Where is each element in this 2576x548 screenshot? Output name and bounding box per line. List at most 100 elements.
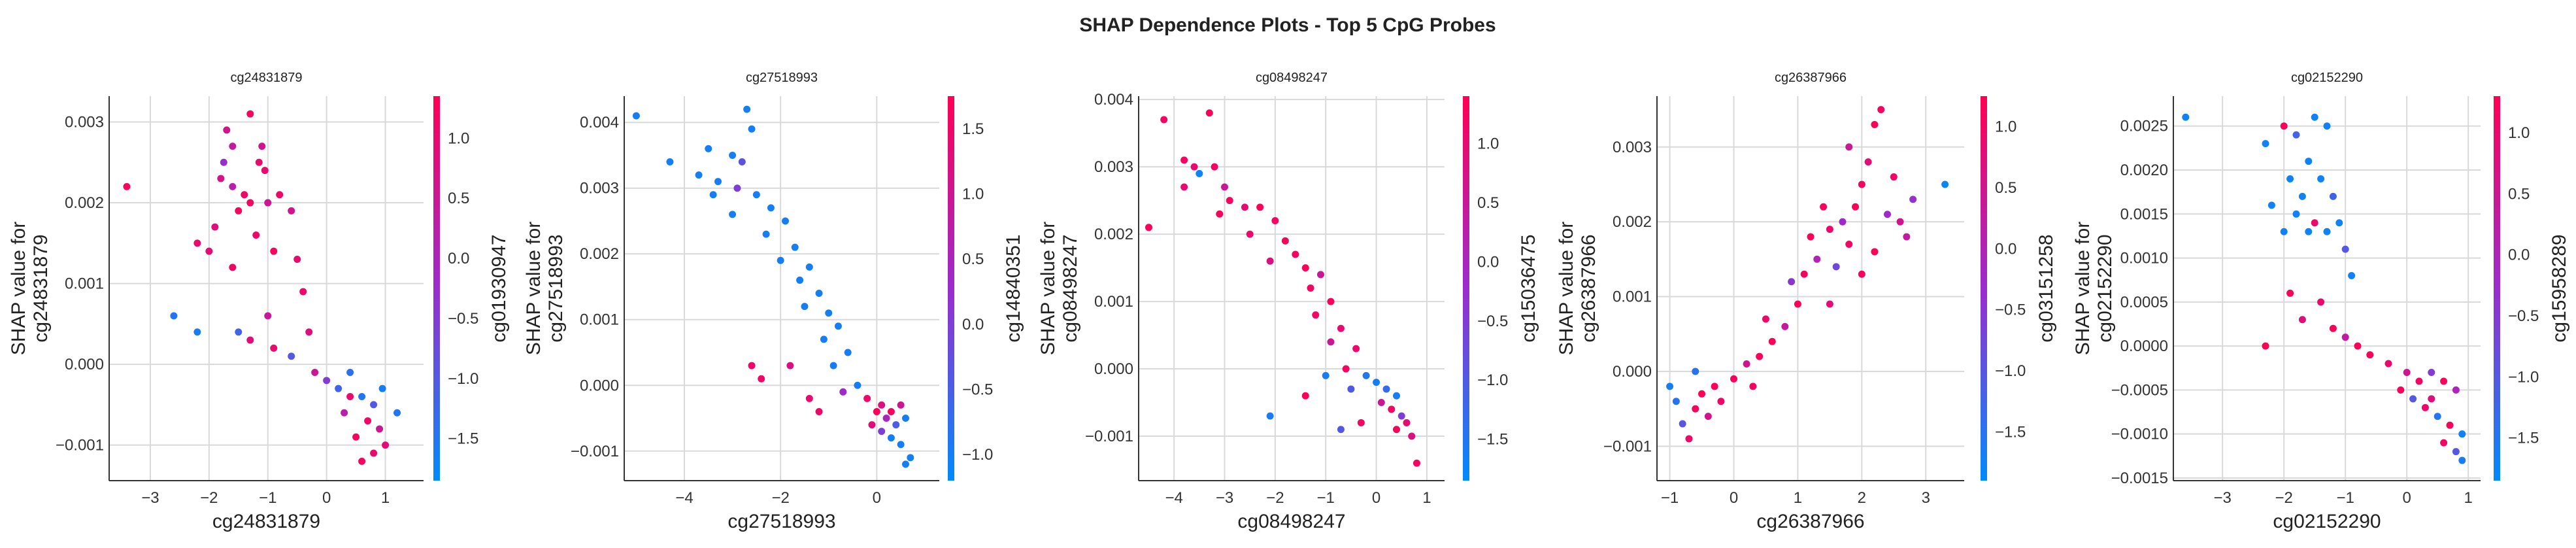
x-tick-label: −2 xyxy=(1266,489,1284,507)
x-axis-label: cg24831879 xyxy=(212,511,320,532)
data-point xyxy=(1781,322,1789,330)
data-point xyxy=(1896,218,1904,226)
data-point xyxy=(1692,405,1699,413)
y-tick-label: 0.000 xyxy=(580,377,619,394)
data-point xyxy=(223,126,231,134)
data-point xyxy=(378,385,386,392)
data-point xyxy=(241,191,248,199)
data-point xyxy=(1941,180,1949,188)
data-point xyxy=(2421,403,2429,411)
data-point xyxy=(1749,383,1757,390)
y-tick-label: 0.003 xyxy=(1613,139,1652,156)
data-point xyxy=(1717,398,1725,405)
colorbar-tick-label: −1.0 xyxy=(962,446,993,464)
x-tick-label: −3 xyxy=(141,489,159,507)
data-point xyxy=(1352,345,1360,352)
data-point xyxy=(2440,377,2448,385)
data-point xyxy=(123,182,131,190)
data-point xyxy=(193,239,201,247)
data-point xyxy=(1322,371,1330,379)
data-point xyxy=(1373,379,1380,386)
data-point xyxy=(2366,351,2374,359)
subplot-title: cg27518993 xyxy=(746,71,818,85)
data-point xyxy=(2298,316,2306,324)
y-tick-label: 0.001 xyxy=(580,311,619,329)
data-point xyxy=(2292,210,2300,218)
data-point xyxy=(1679,420,1686,428)
data-point xyxy=(1408,432,1416,440)
data-point xyxy=(1205,109,1213,117)
data-point xyxy=(1307,284,1314,292)
data-point xyxy=(791,243,799,251)
data-point xyxy=(805,394,813,402)
colorbar-tick-label: 0.5 xyxy=(962,250,984,268)
x-tick-label: −2 xyxy=(200,489,218,507)
data-point xyxy=(229,264,237,271)
data-point xyxy=(1316,271,1324,279)
colorbar-tick-label: −1.5 xyxy=(1477,431,1508,449)
data-point xyxy=(2292,131,2300,139)
data-point xyxy=(801,303,809,311)
data-point xyxy=(264,199,272,207)
x-tick-label: −1 xyxy=(259,489,276,507)
y-axis-label-line1: SHAP value for xyxy=(523,222,544,356)
colorbar-tick-label: −0.5 xyxy=(448,310,478,328)
colorbar-tick-label: 0.0 xyxy=(1995,240,2016,258)
colorbar xyxy=(1463,96,1469,481)
data-point xyxy=(1813,255,1821,263)
data-point xyxy=(1271,217,1279,225)
colorbar-tick-label: 0.0 xyxy=(448,250,469,267)
data-point xyxy=(1685,435,1693,443)
colorbar-tick-label: 1.0 xyxy=(962,185,984,203)
data-point xyxy=(170,312,178,320)
y-tick-label: 0.0025 xyxy=(2120,118,2168,135)
x-tick-label: −1 xyxy=(2337,489,2354,507)
colorbar-tick-label: 0.0 xyxy=(1477,253,1499,271)
data-point xyxy=(1692,368,1699,375)
data-point xyxy=(834,322,842,330)
data-point xyxy=(1666,383,1674,390)
data-point xyxy=(1903,233,1911,241)
data-point xyxy=(882,415,890,422)
x-tick-label: 2 xyxy=(1858,489,1866,507)
data-point xyxy=(666,158,674,166)
x-tick-label: 0 xyxy=(1372,489,1380,507)
data-point xyxy=(878,401,886,409)
y-tick-label: 0.0010 xyxy=(2120,250,2168,267)
y-axis-label-line2: cg26387966 xyxy=(1578,234,1599,342)
data-point xyxy=(1145,224,1152,231)
y-tick-label: −0.0005 xyxy=(2111,381,2168,399)
data-point xyxy=(901,415,909,422)
data-point xyxy=(1403,419,1411,426)
data-point xyxy=(2341,334,2349,341)
x-tick-label: 1 xyxy=(381,489,390,507)
subplot-5: −3 −2 −1 0 1 −0.0015 −0.0010 −0.0005 0.0000 0.000… xyxy=(2072,71,2570,532)
data-point xyxy=(2458,456,2466,464)
x-tick-label: 0 xyxy=(873,489,881,507)
data-point xyxy=(1743,360,1750,368)
data-point xyxy=(1312,311,1320,319)
colorbar-tick-label: −1.0 xyxy=(1995,362,2026,380)
data-point xyxy=(1241,203,1248,211)
data-point xyxy=(2311,113,2318,121)
y-axis-label-line2: cg02152290 xyxy=(2094,234,2116,342)
data-point xyxy=(376,425,384,433)
colorbar-tick-label: −0.5 xyxy=(1995,301,2026,319)
y-tick-label: −0.001 xyxy=(1085,428,1133,445)
x-tick-label: −1 xyxy=(1317,489,1335,507)
y-tick-label: 0.001 xyxy=(1613,288,1652,306)
data-point xyxy=(270,344,278,352)
data-point xyxy=(246,110,254,118)
data-point xyxy=(1180,183,1188,191)
colorbar-label: cg14840351 xyxy=(1003,234,1024,342)
data-point xyxy=(205,247,213,255)
x-tick-label: 3 xyxy=(1922,489,1930,507)
data-point xyxy=(1845,241,1853,248)
data-point xyxy=(1196,169,1203,177)
colorbar-tick-label: 0.0 xyxy=(2508,247,2530,264)
data-point xyxy=(258,143,266,150)
data-point xyxy=(1826,300,1833,308)
data-point xyxy=(2348,271,2356,279)
data-point xyxy=(709,191,717,199)
data-point xyxy=(2323,228,2331,235)
